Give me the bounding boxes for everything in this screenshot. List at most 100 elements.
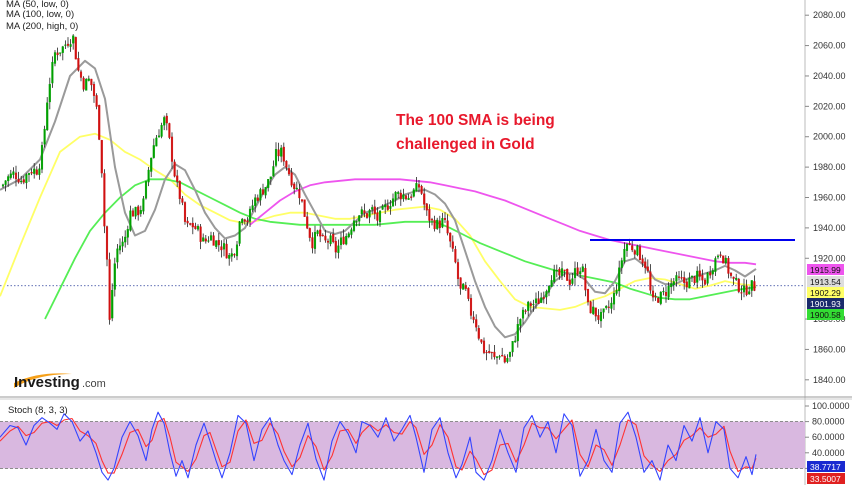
ma200-line [249,178,757,266]
candle-body-up [339,237,343,246]
price-label-box: 1900.58 [807,309,844,320]
candle [573,261,577,286]
candle [568,274,571,291]
price-tick-label: 2060.00 [813,41,846,51]
candle [672,278,675,291]
candle [501,347,504,357]
candle [399,189,402,206]
price-pane [0,34,805,365]
candle [555,264,558,278]
candle-body-up [495,356,499,358]
candle-body-up [381,206,384,210]
candle [612,287,616,311]
candle [654,292,657,301]
candle [165,113,168,131]
candle [558,267,561,280]
candle [22,176,25,185]
candle-body-up [241,218,244,223]
candle-body-up [498,356,501,358]
candle-body-down [100,140,103,174]
candle [342,229,345,245]
candle-body-up [163,117,166,126]
candle-body-down [430,219,434,221]
candle-body-up [514,340,517,343]
candle-body-up [636,245,639,256]
candle-body-down [503,356,506,363]
candle-body-down [485,351,488,354]
candle-body-down [417,184,421,188]
candle-body-up [113,263,116,290]
candle [451,235,454,252]
candle-body-down [326,240,330,243]
candle-body-up [415,183,418,192]
candle [178,180,181,205]
candle [638,244,642,261]
candle [204,235,207,244]
candle [524,309,527,315]
candle-body-down [319,229,322,237]
candle-body-up [750,280,753,291]
candle [118,238,122,255]
candle [264,187,267,199]
candle-body-down [589,301,592,314]
candle [706,272,709,286]
candle-body-down [176,175,179,182]
candle-body-down [631,245,634,251]
candle [433,215,436,232]
candle [714,256,717,276]
candle-body-up [345,236,348,245]
candle [124,230,127,248]
candle-body-up [272,166,275,177]
candle [750,280,753,297]
candle-body-up [560,268,564,276]
candle-body-down [363,210,366,214]
candle-body-up [511,341,514,353]
candle [176,169,179,187]
legend-ma100: MA (100, low, 0) [6,9,74,20]
candle-body-down [542,297,545,299]
price-tick-label: 2040.00 [813,71,846,81]
candle-body-down [443,218,447,220]
candle-body-up [251,205,254,210]
stochastic-value-bg [807,473,845,484]
candle [376,207,379,226]
candle [217,232,220,252]
candle-body-up [352,220,356,231]
candle-body-down [79,71,83,78]
candle-body-up [4,180,7,185]
candle-body-up [540,297,543,303]
candle [194,222,197,230]
candle [111,283,114,322]
candle-body-up [553,269,556,282]
candle-body-down [423,193,426,205]
candle [285,160,288,171]
candle [189,222,192,226]
candle-body-down [722,255,725,264]
candle-body-up [394,191,397,200]
candle-body-down [212,235,215,246]
candle-body-down [35,169,38,175]
candle [659,291,662,306]
candle-body-up [368,210,371,218]
candle [144,180,148,200]
candle [199,224,202,250]
price-label-bg [807,309,844,320]
candle [92,81,96,103]
candle [602,308,605,319]
candle [46,97,49,131]
candle [402,188,405,202]
candle [337,239,340,259]
candle-body-up [316,230,319,234]
price-label-bg [807,287,844,298]
candle [350,227,353,239]
candle [508,351,512,362]
candle-body-up [384,204,387,208]
candle-body-down [261,189,265,195]
candle-body-up [612,292,616,305]
candle-body-down [693,276,696,284]
candle-body-up [230,253,233,257]
candle [79,69,83,82]
candle [709,265,712,279]
candle [113,257,116,297]
candle [506,354,509,364]
